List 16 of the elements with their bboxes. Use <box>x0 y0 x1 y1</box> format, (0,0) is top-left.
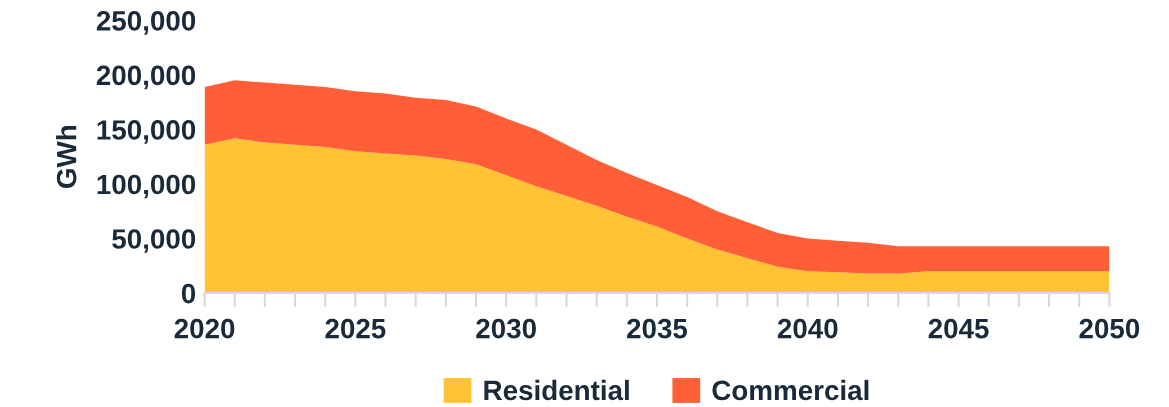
y-tick-label: 100,000 <box>97 174 196 199</box>
y-axis-title: GWh <box>56 126 77 188</box>
x-tick-label: 2020 <box>174 318 235 339</box>
x-tick-label: 2035 <box>627 318 688 339</box>
y-tick-label: 0 <box>181 283 196 304</box>
y-tick-label: 150,000 <box>97 120 196 144</box>
x-tick-label: 2025 <box>325 318 386 339</box>
x-tick-label: 2045 <box>928 318 989 339</box>
legend-label: Commercial <box>712 379 869 401</box>
y-tick-label: 200,000 <box>96 65 196 90</box>
x-tick-label: 2050 <box>1079 318 1140 339</box>
y-tick-label: 50,000 <box>112 229 196 253</box>
y-tick-label: 250,000 <box>96 11 196 35</box>
x-tick-label: 2040 <box>777 318 838 339</box>
legend-label: Residential <box>484 379 629 401</box>
x-tick-label: 2030 <box>476 318 536 339</box>
